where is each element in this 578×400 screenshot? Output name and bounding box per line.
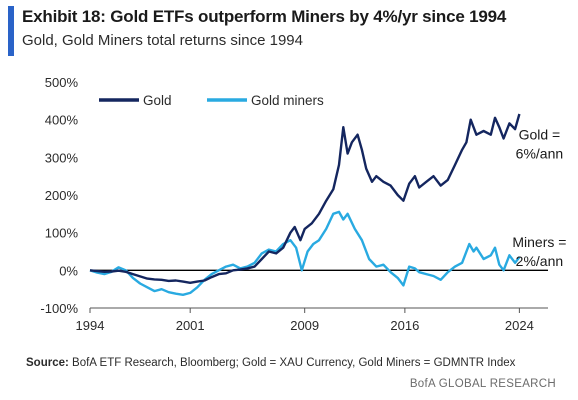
chart-lines (89, 113, 521, 296)
x-tick-label: 2009 (290, 318, 319, 333)
gold-miners-series-line (89, 210, 521, 296)
annotation-label: Gold = (519, 127, 561, 143)
x-tick-label: 2001 (176, 318, 205, 333)
annotation-label: 2%/ann (516, 253, 563, 269)
legend-label-gold: Gold (143, 93, 172, 108)
chart-title: Exhibit 18: Gold ETFs outperform Miners … (22, 7, 507, 26)
annotation-label: 6%/ann (516, 146, 563, 162)
accent-bar (8, 6, 14, 56)
y-tick-label: 0% (59, 263, 78, 278)
y-tick-label: 400% (45, 113, 79, 128)
y-tick-label: 200% (45, 188, 79, 203)
y-tick-label: 300% (45, 150, 79, 165)
legend-label-gold-miners: Gold miners (251, 93, 324, 108)
annotation-label: Miners = (512, 234, 566, 250)
source-text: BofA ETF Research, Bloomberg; Gold = XAU… (72, 357, 516, 369)
chart-subtitle: Gold, Gold Miners total returns since 19… (22, 32, 303, 49)
chart-legend: Gold Gold miners (99, 93, 324, 108)
gold-series-line (89, 113, 521, 284)
source-label: Source: (26, 357, 69, 369)
chart-annotations: Gold = 6%/ann Miners = 2%/ann (512, 127, 566, 269)
x-tick-label: 2024 (505, 318, 534, 333)
x-tick-label: 2016 (390, 318, 419, 333)
y-tick-label: -100% (40, 301, 78, 316)
chart-axes: -100% 0% 100% 200% 300% 400% 500% 1994 2001 2009 2… (40, 75, 548, 333)
y-tick-label: 100% (45, 226, 79, 241)
x-tick-label: 1994 (76, 318, 105, 333)
brand-footer: BofA GLOBAL RESEARCH (409, 378, 556, 390)
y-tick-label: 500% (45, 75, 79, 90)
source-note: Source: BofA ETF Research, Bloomberg; Go… (26, 357, 515, 369)
